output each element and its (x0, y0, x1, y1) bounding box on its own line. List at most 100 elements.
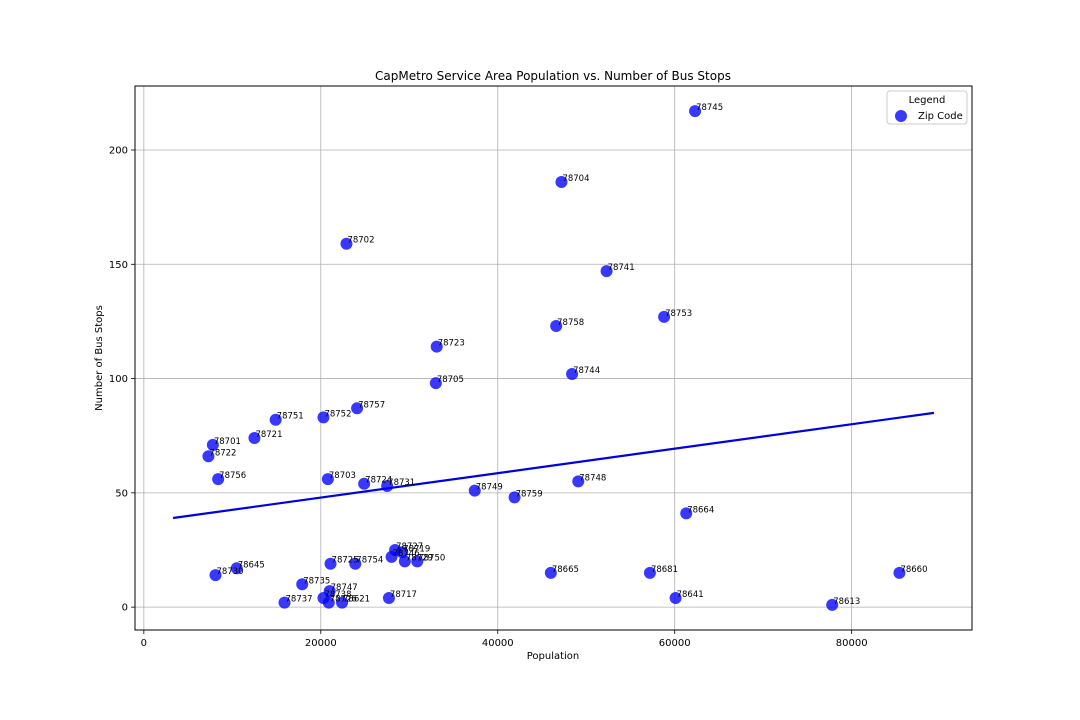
legend-entry-zip-code: Zip Code (918, 111, 963, 122)
data-point (202, 450, 215, 463)
data-point (689, 105, 702, 118)
point-label: 78746 (393, 549, 420, 559)
data-point (206, 438, 219, 451)
data-point (351, 402, 364, 415)
point-label: 78613 (833, 597, 860, 607)
data-point (278, 596, 291, 609)
y-tick-label: 50 (115, 488, 128, 499)
point-label: 78721 (255, 430, 282, 440)
point-label: 78705 (437, 375, 464, 385)
point-label: 78717 (390, 590, 417, 600)
point-label: 78641 (677, 590, 704, 600)
point-label: 78745 (696, 103, 723, 113)
data-point (396, 546, 409, 559)
data-point (468, 484, 481, 497)
point-label: 78722 (209, 448, 236, 458)
point-label: 78748 (579, 473, 606, 483)
data-point (340, 237, 353, 250)
data-point (248, 432, 261, 444)
x-axis-label: Population (527, 651, 580, 662)
data-point (680, 507, 693, 520)
y-tick-label: 200 (109, 146, 128, 157)
point-label: 78744 (573, 366, 600, 376)
data-point (209, 569, 222, 582)
trend-line-group (172, 411, 935, 520)
y-tick-label: 100 (109, 374, 128, 385)
x-tick-label: 0 (141, 638, 147, 649)
x-tick-label: 20000 (305, 638, 337, 649)
data-point (826, 598, 839, 611)
point-label: 78665 (552, 565, 579, 575)
point-label: 78741 (608, 263, 635, 273)
point-label: 78725 (332, 556, 359, 566)
y-tick-label: 0 (122, 603, 128, 614)
x-tick-label: 80000 (836, 638, 868, 649)
point-label: 78754 (356, 556, 383, 566)
point-label: 78660 (900, 565, 927, 575)
data-point (317, 411, 330, 424)
data-point (230, 562, 243, 575)
point-labels: 78745 78704 78702 78741 78753 78758 78723 78744… (209, 103, 927, 607)
point-label: 78724 (365, 476, 392, 486)
point-label: 78738 (324, 590, 351, 600)
point-label: 78758 (557, 318, 584, 328)
point-label: 78621 (343, 595, 370, 605)
point-label: 78701 (214, 437, 241, 447)
point-label: 78729 (406, 553, 433, 563)
data-point (544, 566, 557, 579)
trend-line (172, 411, 935, 520)
x-axis-ticks: 0 20000 40000 60000 80000 (141, 630, 868, 649)
x-tick-label: 40000 (482, 638, 514, 649)
data-point (349, 557, 362, 570)
point-label: 78723 (438, 339, 465, 349)
data-point (358, 477, 371, 490)
point-label: 78726 (330, 595, 357, 605)
legend-title: Legend (909, 95, 946, 106)
point-label: 78747 (331, 583, 358, 593)
data-point (555, 176, 568, 188)
point-label: 78704 (562, 174, 589, 184)
data-point (411, 555, 424, 568)
y-tick-label: 150 (109, 260, 128, 271)
y-axis-label: Number of Bus Stops (94, 305, 105, 411)
point-label: 78664 (687, 505, 714, 515)
x-tick-label: 60000 (659, 638, 691, 649)
point-label: 78753 (665, 309, 692, 319)
data-point (429, 377, 442, 390)
point-label: 78735 (303, 576, 330, 586)
data-point (550, 320, 563, 332)
data-point (658, 310, 671, 323)
data-point (600, 265, 613, 278)
data-point (269, 413, 282, 426)
point-label: 78750 (418, 553, 445, 563)
data-point (212, 473, 225, 486)
grid-lines (135, 86, 972, 630)
chart-title: CapMetro Service Area Population vs. Num… (375, 69, 731, 83)
data-point (430, 340, 443, 353)
data-points (202, 105, 906, 611)
data-point (669, 592, 682, 604)
y-axis-ticks: 0 50 100 150 200 (109, 146, 135, 614)
point-label: 78702 (347, 236, 374, 246)
point-label: 78703 (329, 471, 356, 481)
legend-box (886, 90, 968, 125)
data-point (893, 566, 906, 579)
legend-marker (895, 110, 907, 122)
data-point (336, 596, 349, 609)
point-label: 78756 (219, 471, 246, 481)
data-point (566, 368, 579, 380)
data-point (324, 557, 337, 570)
data-point (382, 592, 395, 604)
point-label: 78719 (403, 544, 430, 554)
data-point (322, 596, 335, 609)
point-label: 78730 (217, 567, 244, 577)
point-label: 78757 (358, 400, 385, 410)
data-point (296, 578, 309, 591)
data-point (321, 473, 334, 486)
data-point (572, 475, 585, 488)
point-label: 78727 (396, 542, 423, 552)
point-label: 78752 (324, 409, 351, 419)
data-point (381, 480, 394, 492)
point-label: 78645 (238, 560, 265, 570)
